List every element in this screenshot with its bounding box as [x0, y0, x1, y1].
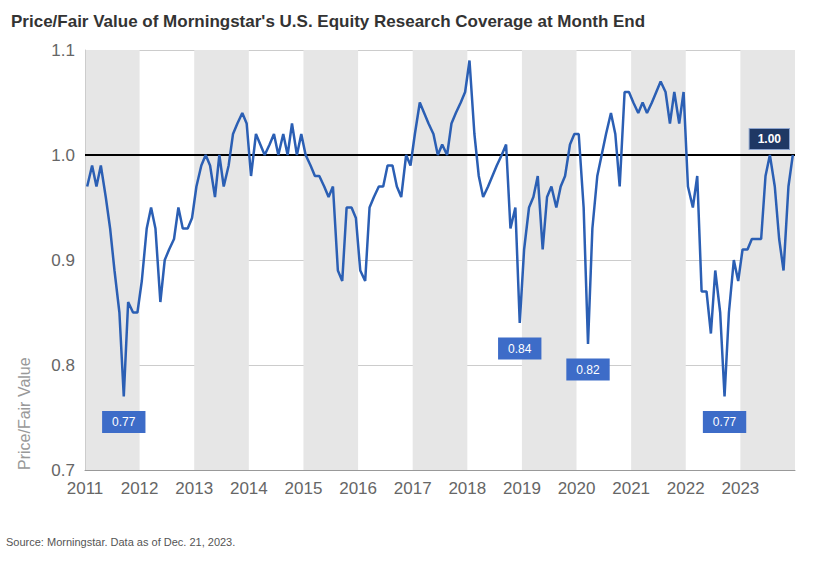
svg-text:2022: 2022	[667, 479, 705, 498]
svg-text:Price/Fair Value: Price/Fair Value	[16, 357, 33, 470]
svg-text:2020: 2020	[558, 479, 596, 498]
svg-text:2011: 2011	[67, 479, 104, 498]
svg-text:Price/Fair Value of Morningsta: Price/Fair Value of Morningstar's U.S. E…	[11, 12, 645, 31]
svg-text:0.9: 0.9	[51, 251, 75, 270]
svg-text:2023: 2023	[721, 479, 759, 498]
svg-text:0.77: 0.77	[713, 415, 737, 429]
svg-text:2021: 2021	[612, 479, 650, 498]
svg-text:0.7: 0.7	[51, 461, 75, 480]
svg-text:2018: 2018	[448, 479, 486, 498]
svg-text:Source: Morningstar. Data as o: Source: Morningstar. Data as of Dec. 21,…	[6, 536, 235, 548]
svg-text:1.0: 1.0	[51, 146, 75, 165]
svg-text:0.82: 0.82	[576, 363, 600, 377]
svg-text:0.8: 0.8	[51, 356, 75, 375]
svg-text:2013: 2013	[175, 479, 213, 498]
svg-text:2015: 2015	[285, 479, 323, 498]
svg-text:0.77: 0.77	[112, 415, 136, 429]
svg-text:2014: 2014	[230, 479, 268, 498]
svg-text:2017: 2017	[394, 479, 432, 498]
svg-text:0.84: 0.84	[508, 342, 532, 356]
svg-text:2019: 2019	[503, 479, 541, 498]
svg-text:2012: 2012	[121, 479, 159, 498]
svg-text:1.00: 1.00	[758, 132, 782, 146]
svg-text:2016: 2016	[339, 479, 377, 498]
svg-text:1.1: 1.1	[51, 41, 75, 60]
